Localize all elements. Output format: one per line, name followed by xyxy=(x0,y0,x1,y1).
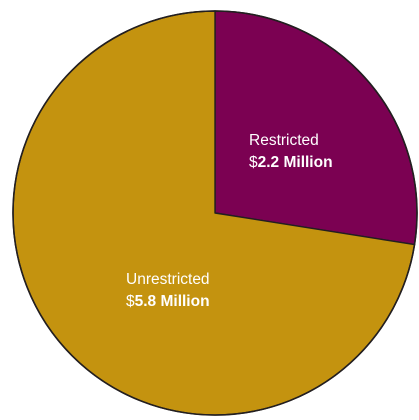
slice-label-restricted: Restricted xyxy=(249,132,319,149)
pie-slices xyxy=(12,10,418,416)
pie-outline xyxy=(12,10,418,416)
pie-labels: Restricted $2.2 Million Unrestricted $5.… xyxy=(126,132,333,310)
pie-slice-restricted xyxy=(214,10,418,246)
slice-value-unrestricted: $5.8 Million xyxy=(126,293,210,310)
slice-value-restricted: $2.2 Million xyxy=(249,154,333,171)
slice-label-unrestricted: Unrestricted xyxy=(126,271,210,288)
